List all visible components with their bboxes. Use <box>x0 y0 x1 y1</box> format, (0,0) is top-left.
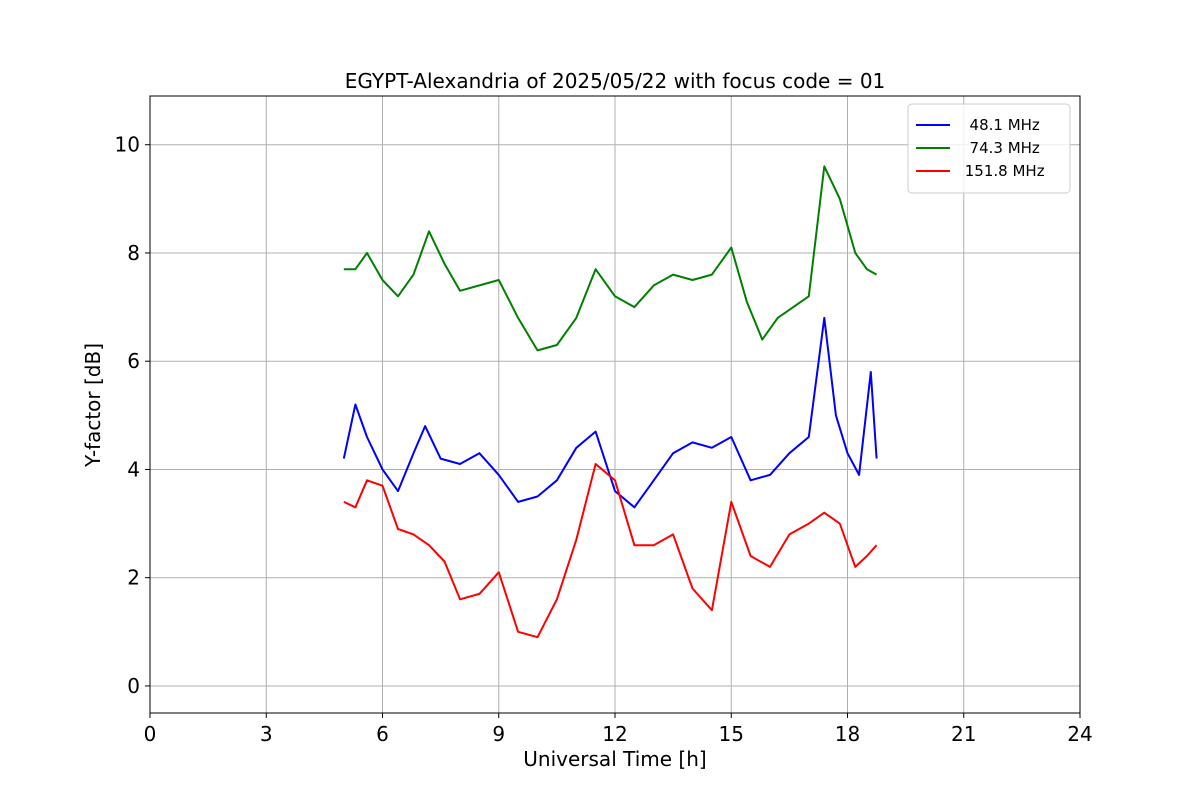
legend-entry-label: 74.3 MHz <box>960 139 1040 157</box>
chart-title: EGYPT-Alexandria of 2025/05/22 with focu… <box>345 69 886 93</box>
legend-entry-label: 48.1 MHz <box>960 116 1040 134</box>
x-tick-label: 15 <box>719 722 744 746</box>
y-tick-label: 6 <box>127 349 140 373</box>
grid-layer <box>149 96 1081 713</box>
x-tick-label: 24 <box>1067 722 1092 746</box>
x-tick-label: 3 <box>260 722 273 746</box>
series-line-1 <box>343 165 878 352</box>
y-axis-label: Y-factor [dB] <box>81 343 105 468</box>
y-tick-label: 0 <box>127 674 140 698</box>
x-tick-label: 12 <box>602 722 627 746</box>
x-tick-label: 9 <box>492 722 505 746</box>
y-tick-label: 10 <box>115 133 140 157</box>
x-axis-label: Universal Time [h] <box>523 747 706 771</box>
y-tick-label: 4 <box>127 457 140 481</box>
series-layer <box>342 165 878 639</box>
series-line-0 <box>342 316 878 509</box>
x-tick-label: 6 <box>376 722 389 746</box>
legend: 48.1 MHz 74.3 MHz 151.8 MHz <box>907 103 1071 194</box>
y-tick-label: 2 <box>127 566 140 590</box>
x-tick-label: 21 <box>951 722 976 746</box>
x-tick-label: 18 <box>835 722 860 746</box>
series-line-2 <box>343 463 878 639</box>
x-tick-label: 0 <box>144 722 157 746</box>
legend-entry-label: 151.8 MHz <box>960 162 1045 180</box>
y-tick-label: 8 <box>127 241 140 265</box>
